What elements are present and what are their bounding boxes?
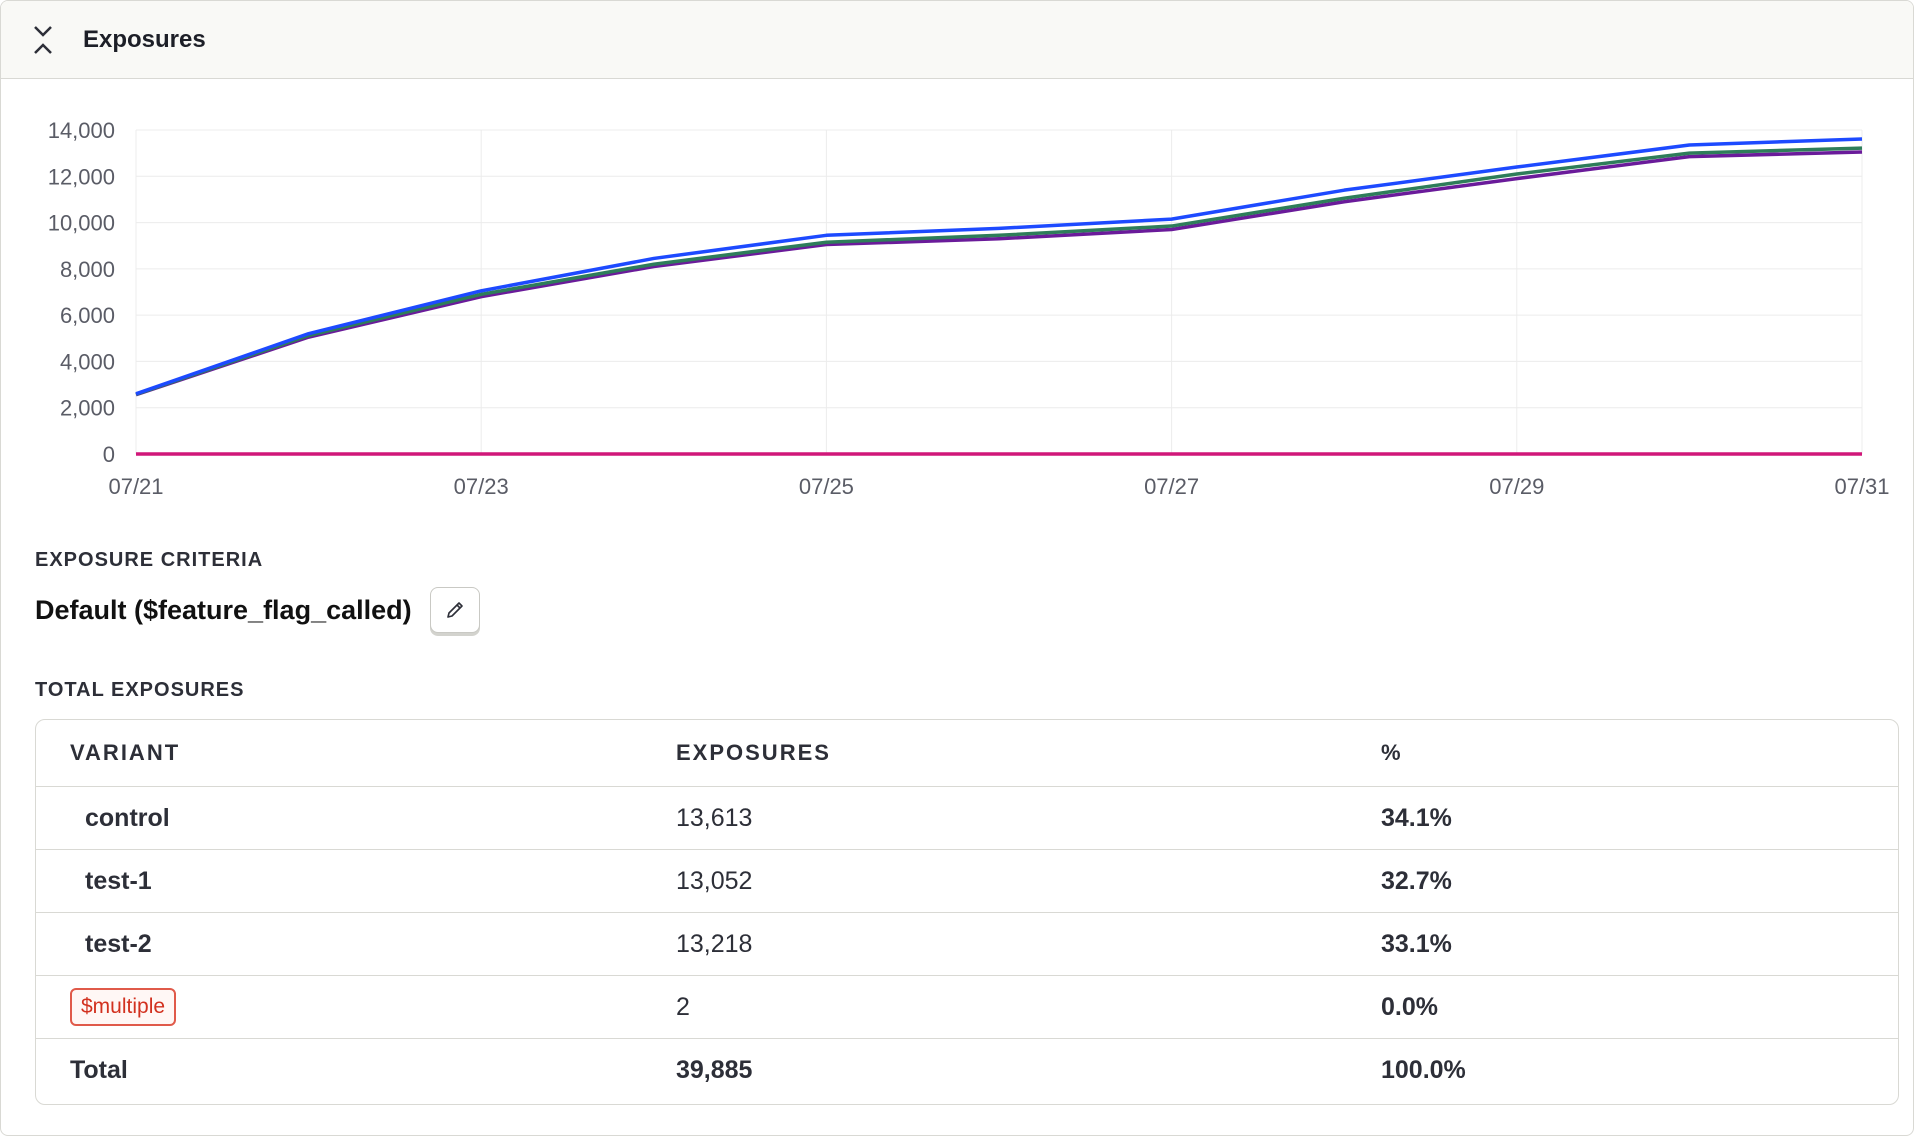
exposures-cell: 13,613 xyxy=(642,786,1347,850)
column-header-exposures: EXPOSURES xyxy=(642,720,1347,787)
total-exposures-cell: 39,885 xyxy=(676,1056,753,1084)
y-tick-label: 12,000 xyxy=(48,164,115,189)
variant-cell: control xyxy=(36,786,642,850)
variant-cell: test-2 xyxy=(36,912,642,976)
exposures-cell: 13,052 xyxy=(642,849,1347,913)
percent-cell: 0.0% xyxy=(1347,975,1898,1039)
exposure-criteria-row: Default ($feature_flag_called) xyxy=(35,587,480,633)
column-header-percent: % xyxy=(1347,720,1898,787)
pencil-icon xyxy=(446,602,463,618)
y-tick-label: 10,000 xyxy=(48,211,115,236)
y-tick-label: 2,000 xyxy=(60,396,115,421)
multiple-variant-tag: $multiple xyxy=(70,988,177,1026)
exposures-cell: 2 xyxy=(642,975,1347,1039)
x-tick-label: 07/29 xyxy=(1489,474,1544,499)
y-tick-label: 0 xyxy=(103,442,115,467)
variant-cell: $multiple xyxy=(36,975,642,1039)
x-tick-label: 07/21 xyxy=(108,474,163,499)
x-tick-label: 07/31 xyxy=(1834,474,1889,499)
y-tick-label: 6,000 xyxy=(60,303,115,328)
percent-cell: 34.1% xyxy=(1347,786,1898,850)
percent-cell: 32.7% xyxy=(1347,849,1898,913)
variant-cell: test-1 xyxy=(36,849,642,913)
total-exposures-table: VARIANT EXPOSURES % control 13,613 34.1%… xyxy=(35,719,1899,1105)
chevron-collapse-icon xyxy=(34,25,52,54)
panel-header: Exposures xyxy=(1,1,1913,79)
x-tick-label: 07/27 xyxy=(1144,474,1199,499)
exposures-chart: 0 2,000 4,000 6,000 8,000 10,000 12,000 14,000 0… xyxy=(48,118,1890,499)
exposure-criteria-value: Default ($feature_flag_called) xyxy=(35,594,412,625)
exposure-criteria-label: EXPOSURE CRITERIA xyxy=(35,549,264,571)
series-line xyxy=(135,150,1863,397)
x-tick-label: 07/23 xyxy=(454,474,509,499)
edit-criteria-button[interactable] xyxy=(429,587,480,633)
table-row: test-1 13,052 32.7% xyxy=(36,849,1898,913)
y-tick-label: 14,000 xyxy=(48,118,115,143)
y-tick-label: 4,000 xyxy=(60,349,115,374)
table-row: control 13,613 34.1% xyxy=(36,786,1898,850)
panel-title: Exposures xyxy=(83,25,206,53)
column-header-variant: VARIANT xyxy=(36,720,642,787)
series-line xyxy=(135,137,1863,396)
table-row: test-2 13,218 33.1% xyxy=(36,912,1898,976)
table-header-row: VARIANT EXPOSURES % xyxy=(36,720,1898,787)
percent-cell: 33.1% xyxy=(1347,912,1898,976)
total-exposures-label: TOTAL EXPOSURES xyxy=(35,679,245,701)
series-line xyxy=(135,146,1863,396)
collapse-toggle[interactable] xyxy=(23,20,63,60)
x-tick-label: 07/25 xyxy=(799,474,854,499)
total-label-cell: Total xyxy=(70,1056,128,1084)
y-tick-label: 8,000 xyxy=(60,257,115,282)
total-percent-cell: 100.0% xyxy=(1381,1056,1466,1084)
exposures-cell: 13,218 xyxy=(642,912,1347,976)
table-row: $multiple 2 0.0% xyxy=(36,975,1898,1039)
total-row: Total 39,885 100.0% xyxy=(36,1039,1898,1103)
